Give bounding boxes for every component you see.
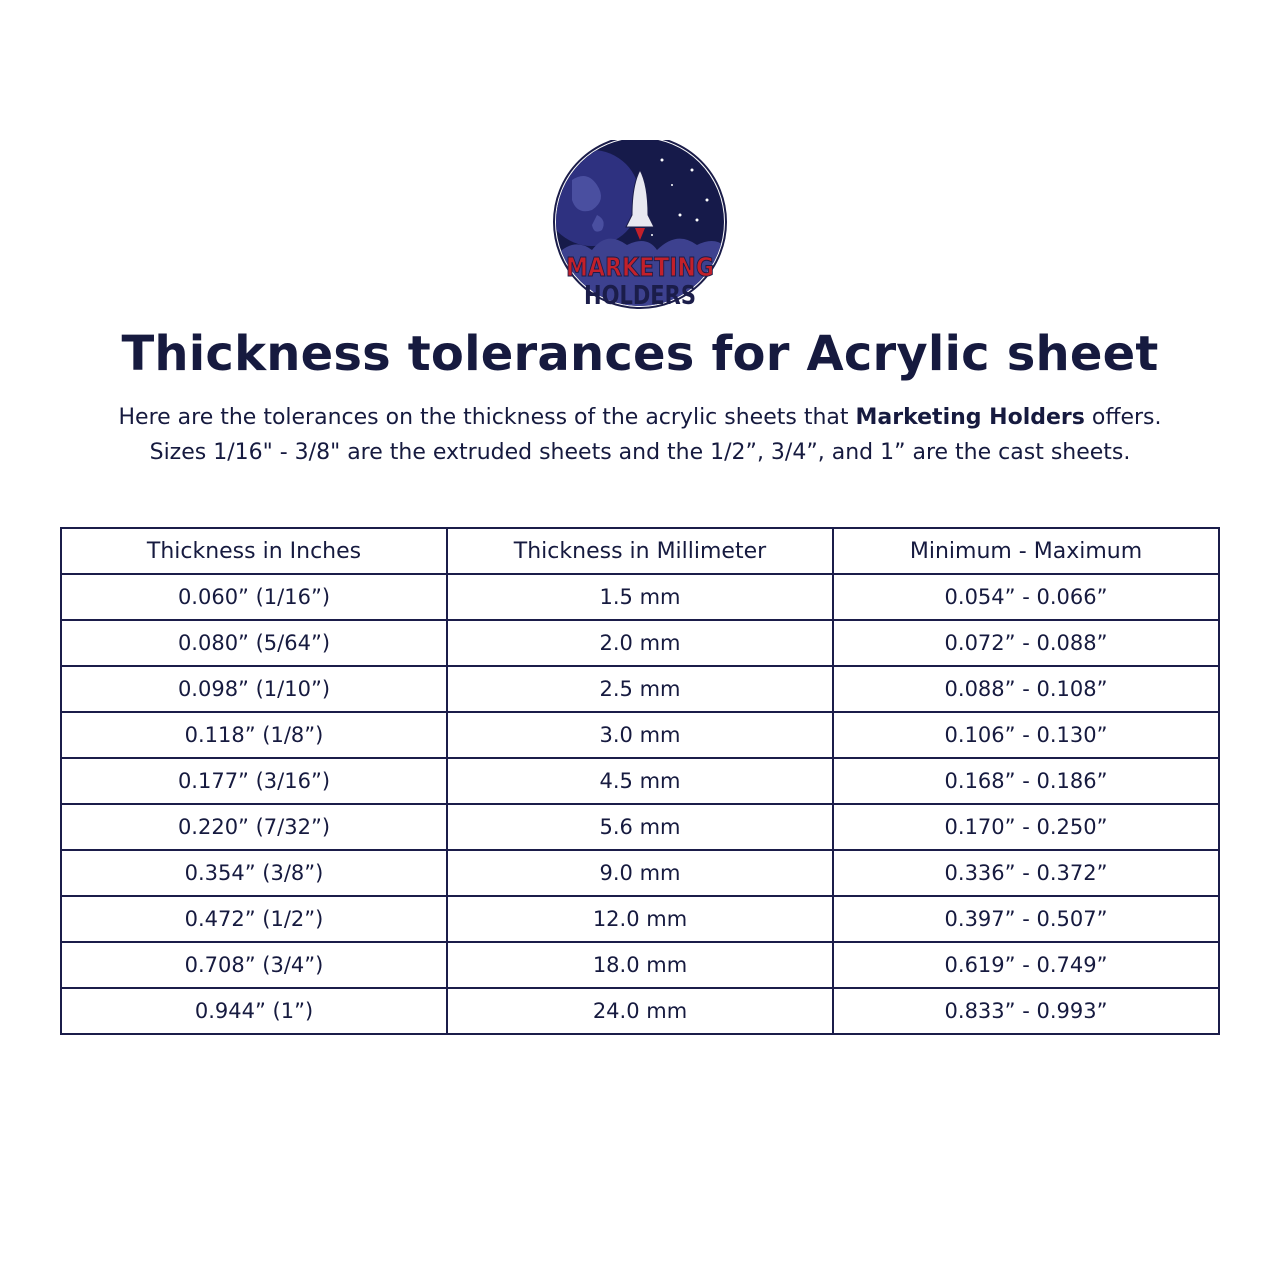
logo-text-marketing: MARKETING bbox=[566, 253, 714, 283]
table-cell: 0.708” (3/4”) bbox=[60, 941, 448, 989]
table-header-row: Thickness in Inches Thickness in Millimet… bbox=[60, 527, 1220, 575]
table-row: 0.708” (3/4”) 18.0 mm 0.619” - 0.749” bbox=[60, 941, 1220, 989]
table-cell: 0.354” (3/8”) bbox=[60, 849, 448, 897]
table-cell: 3.0 mm bbox=[446, 711, 834, 759]
page-title: Thickness tolerances for Acrylic sheet bbox=[121, 326, 1159, 382]
column-header: Minimum - Maximum bbox=[832, 527, 1220, 575]
table-cell: 0.072” - 0.088” bbox=[832, 619, 1220, 667]
table-cell: 4.5 mm bbox=[446, 757, 834, 805]
table-cell: 5.6 mm bbox=[446, 803, 834, 851]
table-cell: 0.619” - 0.749” bbox=[832, 941, 1220, 989]
table-cell: 0.833” - 0.993” bbox=[832, 987, 1220, 1035]
table-cell: 1.5 mm bbox=[446, 573, 834, 621]
table-row: 0.177” (3/16”) 4.5 mm 0.168” - 0.186” bbox=[60, 757, 1220, 805]
table-row: 0.080” (5/64”) 2.0 mm 0.072” - 0.088” bbox=[60, 619, 1220, 667]
table-row: 0.472” (1/2”) 12.0 mm 0.397” - 0.507” bbox=[60, 895, 1220, 943]
table-cell: 0.080” (5/64”) bbox=[60, 619, 448, 667]
intro-line-1: Here are the tolerances on the thickness… bbox=[0, 400, 1280, 435]
table-cell: 12.0 mm bbox=[446, 895, 834, 943]
table-cell: 2.0 mm bbox=[446, 619, 834, 667]
column-header: Thickness in Millimeter bbox=[446, 527, 834, 575]
table-cell: 0.118” (1/8”) bbox=[60, 711, 448, 759]
table-cell: 24.0 mm bbox=[446, 987, 834, 1035]
table-cell: 0.397” - 0.507” bbox=[832, 895, 1220, 943]
table-cell: 0.060” (1/16”) bbox=[60, 573, 448, 621]
intro-text: Here are the tolerances on the thickness… bbox=[0, 400, 1280, 470]
intro-line-2: Sizes 1/16" - 3/8" are the extruded shee… bbox=[149, 440, 1131, 465]
table-cell: 0.944” (1”) bbox=[60, 987, 448, 1035]
table-cell: 0.336” - 0.372” bbox=[832, 849, 1220, 897]
table-cell: 0.177” (3/16”) bbox=[60, 757, 448, 805]
tolerance-table: Thickness in Inches Thickness in Millimet… bbox=[60, 527, 1220, 1035]
logo-text-holders: HOLDERS bbox=[584, 281, 696, 310]
table-row: 0.354” (3/8”) 9.0 mm 0.336” - 0.372” bbox=[60, 849, 1220, 897]
table-cell: 0.220” (7/32”) bbox=[60, 803, 448, 851]
table-cell: 0.472” (1/2”) bbox=[60, 895, 448, 943]
column-header: Thickness in Inches bbox=[60, 527, 448, 575]
table-row: 0.118” (1/8”) 3.0 mm 0.106” - 0.130” bbox=[60, 711, 1220, 759]
table-cell: 0.168” - 0.186” bbox=[832, 757, 1220, 805]
table-row: 0.098” (1/10”) 2.5 mm 0.088” - 0.108” bbox=[60, 665, 1220, 713]
table-cell: 9.0 mm bbox=[446, 849, 834, 897]
table-cell: 0.098” (1/10”) bbox=[60, 665, 448, 713]
brand-name: Marketing Holders bbox=[855, 405, 1085, 430]
table-row: 0.944” (1”) 24.0 mm 0.833” - 0.993” bbox=[60, 987, 1220, 1035]
table-cell: 0.106” - 0.130” bbox=[832, 711, 1220, 759]
table-cell: 2.5 mm bbox=[446, 665, 834, 713]
table-row: 0.060” (1/16”) 1.5 mm 0.054” - 0.066” bbox=[60, 573, 1220, 621]
table-cell: 0.054” - 0.066” bbox=[832, 573, 1220, 621]
intro-text-part: Here are the tolerances on the thickness… bbox=[118, 405, 856, 430]
table-cell: 0.170” - 0.250” bbox=[832, 803, 1220, 851]
table-row: 0.220” (7/32”) 5.6 mm 0.170” - 0.250” bbox=[60, 803, 1220, 851]
intro-text-part: offers. bbox=[1084, 405, 1162, 430]
table-cell: 0.088” - 0.108” bbox=[832, 665, 1220, 713]
table-cell: 18.0 mm bbox=[446, 941, 834, 989]
marketing-holders-logo: MARKETING HOLDERS bbox=[553, 140, 727, 310]
